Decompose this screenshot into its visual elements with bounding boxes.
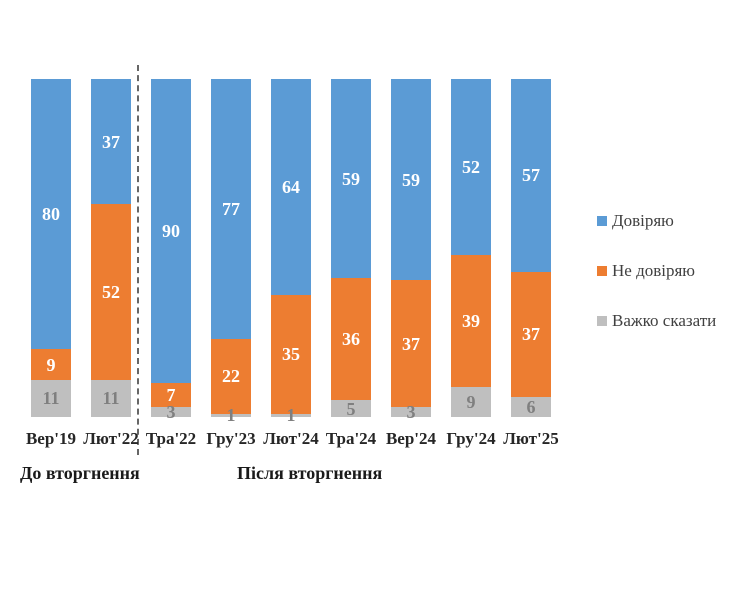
- bar-segment-series-2: 5: [331, 398, 371, 419]
- section-label-after-invasion: Після вторгнення: [237, 463, 383, 483]
- bar-segment-series-1: 39: [451, 254, 491, 387]
- bar-group: 59 37 3: [391, 79, 431, 421]
- bar-value-label: 6: [526, 396, 536, 417]
- bar-segment-series-2: 9: [451, 386, 491, 417]
- bar-value-label: 77: [222, 199, 240, 220]
- bar-group: 90 7 3: [151, 79, 191, 421]
- bar-segment-series-0: 77: [211, 79, 251, 340]
- bar-segment-series-0: 59: [331, 79, 371, 279]
- bar-value-label: 52: [102, 281, 120, 302]
- bar-value-label: 59: [402, 169, 420, 190]
- legend-label: Важко сказати: [612, 311, 717, 330]
- legend-label: Довіряю: [612, 211, 674, 230]
- bar-value-label: 59: [342, 168, 360, 189]
- bar-value-label: 22: [222, 366, 240, 387]
- bar-value-label: 64: [282, 177, 300, 198]
- bar-segment-series-0: 57: [511, 79, 551, 272]
- bar-value-label: 3: [406, 401, 416, 422]
- bar-group: 77 22 1: [211, 79, 251, 424]
- bar-value-label: 90: [162, 221, 180, 242]
- bar-segment-series-2: 1: [271, 406, 311, 424]
- bar-value-label: 1: [226, 405, 236, 426]
- bar-segment-series-1: 52: [91, 204, 131, 380]
- bar-value-label: 9: [466, 391, 476, 412]
- bar-segment-series-0: 64: [271, 79, 311, 296]
- x-axis-label: Вер'19: [25, 429, 77, 448]
- bar-segment-series-1: 37: [511, 271, 551, 397]
- legend-item-series-2: Важко сказати: [597, 311, 716, 331]
- bar-value-label: 37: [522, 324, 540, 345]
- bar-segment-series-0: 90: [151, 79, 191, 384]
- x-axis-label: Тра'22: [145, 429, 197, 448]
- bar-segment-series-2: 6: [511, 396, 551, 417]
- bar-segment-series-1: 22: [211, 339, 251, 414]
- bar-group: 64 35 1: [271, 79, 311, 424]
- x-axis-label: Тра'24: [325, 429, 377, 448]
- x-axis-label: Лют'22: [83, 429, 139, 448]
- bar-segment-series-2: 1: [211, 406, 251, 424]
- legend-swatch-icon: [597, 216, 607, 226]
- bar-group: 59 36 5: [331, 79, 371, 419]
- bar-value-label: 9: [46, 354, 56, 375]
- bar-segment-series-1: 37: [391, 280, 431, 407]
- bar-segment-series-2: 11: [31, 379, 71, 417]
- bar-value-label: 35: [282, 344, 300, 365]
- legend-swatch-icon: [597, 266, 607, 276]
- legend: Довіряю Не довіряю Важко сказати: [597, 211, 716, 331]
- bar-value-label: 1: [286, 405, 296, 426]
- bar-segment-series-1: 7: [151, 383, 191, 407]
- bar-segment-series-0: 52: [451, 79, 491, 255]
- x-axis-label: Вер'24: [385, 429, 437, 448]
- bar-segment-series-2: 3: [151, 403, 191, 421]
- x-axis-label: Гру'24: [446, 429, 496, 448]
- bar-value-label: 7: [166, 385, 176, 406]
- bar-segment-series-2: 3: [391, 403, 431, 421]
- bar-value-label: 11: [102, 388, 120, 409]
- bar-value-label: 37: [102, 131, 120, 152]
- legend-label: Не довіряю: [612, 261, 695, 280]
- bar-value-label: 57: [522, 165, 540, 186]
- bar-value-label: 39: [462, 310, 480, 331]
- bar-segment-series-2: 11: [91, 379, 131, 417]
- bar-value-label: 11: [42, 388, 60, 409]
- bar-segment-series-0: 80: [31, 79, 71, 350]
- x-axis-label: Лют'24: [263, 429, 319, 448]
- legend-item-series-0: Довіряю: [597, 211, 716, 231]
- bar-value-label: 80: [42, 204, 60, 225]
- bar-segment-series-0: 37: [91, 79, 131, 205]
- bar-group: 52 39 9: [451, 79, 491, 417]
- bar-group: 57 37 6: [511, 79, 551, 417]
- plot-area: 80 9 11 37 52 11 90 7 3 77 22 1 64 35 1 59 36 5 59 37 3 52 39 9…: [31, 79, 551, 424]
- section-label-before-invasion: До вторгнення: [20, 463, 140, 483]
- bar-group: 37 52 11: [91, 79, 131, 417]
- bar-segment-series-1: 9: [31, 349, 71, 380]
- invasion-separator-line: [137, 65, 139, 455]
- bar-segment-series-0: 59: [391, 79, 431, 281]
- bar-group: 80 9 11: [31, 79, 71, 417]
- bar-value-label: 5: [346, 398, 356, 419]
- bar-value-label: 3: [166, 401, 176, 422]
- bar-segment-series-1: 35: [271, 295, 311, 414]
- bar-segment-series-1: 36: [331, 278, 371, 401]
- x-axis-label: Гру'23: [206, 429, 256, 448]
- x-axis-labels: Вер'19 Лют'22 Тра'22 Гру'23 Лют'24 Тра'24 Вер'…: [21, 429, 561, 449]
- legend-item-series-1: Не довіряю: [597, 261, 716, 281]
- bar-value-label: 37: [402, 333, 420, 354]
- legend-swatch-icon: [597, 316, 607, 326]
- bar-value-label: 52: [462, 156, 480, 177]
- bar-value-label: 36: [342, 329, 360, 350]
- x-axis-label: Лют'25: [503, 429, 559, 448]
